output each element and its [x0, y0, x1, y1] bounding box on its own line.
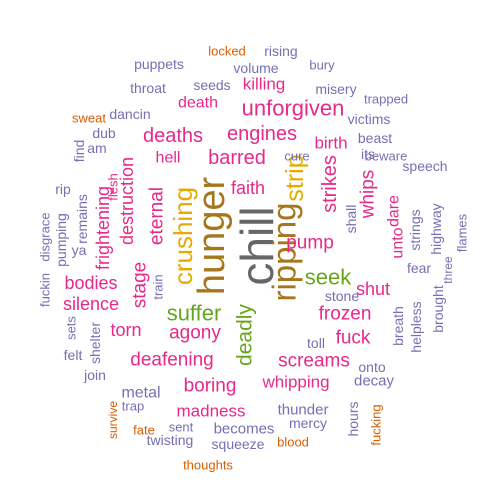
- word-whips: whips: [358, 170, 379, 220]
- word-destruction: destruction: [117, 157, 137, 245]
- word-frightening: frightening: [93, 186, 113, 270]
- word-bury: bury: [309, 58, 335, 73]
- word-suffer: suffer: [167, 301, 222, 326]
- word-misery: misery: [315, 81, 356, 97]
- word-flames: flames: [455, 213, 470, 252]
- word-beast: beast: [358, 130, 392, 146]
- word-killing: killing: [243, 75, 286, 94]
- word-victims: victims: [348, 111, 391, 127]
- word-sweat: sweat: [72, 111, 106, 126]
- word-birth: birth: [314, 134, 347, 153]
- word-metal: metal: [121, 385, 160, 402]
- word-seek: seek: [305, 265, 352, 290]
- word-train: train: [151, 274, 166, 299]
- word-highway: highway: [428, 203, 444, 254]
- word-barred: barred: [208, 147, 266, 169]
- word-thoughts: thoughts: [183, 458, 233, 473]
- word-blood: blood: [277, 435, 309, 450]
- word-dare: dare: [386, 195, 403, 227]
- word-shelter: shelter: [87, 322, 103, 364]
- word-puppets: puppets: [134, 56, 184, 72]
- word-twisting: twisting: [147, 432, 194, 448]
- word-find: find: [71, 140, 87, 163]
- word-unto: unto: [390, 227, 407, 258]
- word-frozen: frozen: [319, 304, 372, 325]
- word-hours: hours: [345, 401, 361, 436]
- word-strings: strings: [407, 209, 423, 250]
- word-stone: stone: [325, 288, 359, 304]
- word-flesh: flesh: [106, 173, 121, 200]
- word-engines: engines: [227, 123, 297, 145]
- word-ripping: ripping: [266, 202, 303, 301]
- word-fuck: fuck: [336, 328, 371, 349]
- word-crushing: crushing: [168, 187, 198, 285]
- word-mercy: mercy: [289, 415, 327, 431]
- word-chill: chill: [231, 206, 283, 285]
- word-hell: hell: [156, 150, 181, 167]
- word-squeeze: squeeze: [212, 436, 265, 452]
- word-becomes: becomes: [214, 421, 275, 438]
- word-join: join: [83, 367, 106, 383]
- word-sets: sets: [64, 316, 79, 340]
- word-fuckin: fuckin: [38, 273, 53, 307]
- word-felt: felt: [64, 347, 83, 363]
- word-strikes: strikes: [319, 155, 341, 213]
- word-disgrace: disgrace: [38, 212, 53, 261]
- word-remains: remains: [74, 194, 90, 244]
- word-deafening: deafening: [130, 350, 213, 371]
- word-trap: trap: [122, 399, 144, 414]
- word-silence: silence: [63, 294, 119, 314]
- word-pumping: pumping: [53, 213, 69, 267]
- word-am: am: [87, 140, 106, 156]
- word-brought: brought: [430, 285, 446, 333]
- word-bodies: bodies: [64, 273, 117, 293]
- word-fear: fear: [407, 260, 431, 276]
- word-madness: madness: [177, 402, 246, 421]
- word-seeds: seeds: [193, 77, 230, 93]
- word-torn: torn: [110, 320, 141, 340]
- word-rising: rising: [264, 43, 297, 59]
- word-speech: speech: [402, 158, 447, 174]
- word-death: death: [178, 95, 218, 112]
- word-dancin: dancin: [109, 106, 150, 122]
- word-three: three: [441, 256, 455, 284]
- word-sent: sent: [169, 420, 194, 435]
- word-breath: breath: [390, 306, 406, 346]
- word-thunder: thunder: [278, 402, 329, 419]
- word-survive: survive: [106, 401, 120, 439]
- word-beware: beware: [365, 149, 408, 164]
- word-throat: throat: [130, 80, 166, 96]
- word-toll: toll: [307, 335, 325, 351]
- word-whipping: whipping: [261, 373, 329, 392]
- word-ya: ya: [72, 242, 87, 258]
- word-screams: screams: [278, 351, 350, 372]
- word-onto: onto: [358, 359, 385, 375]
- word-fate: fate: [133, 423, 155, 438]
- word-shall: shall: [343, 205, 359, 234]
- word-fucking: fucking: [369, 404, 384, 445]
- word-boring: boring: [184, 376, 237, 397]
- word-stage: stage: [130, 262, 151, 308]
- word-locked: locked: [208, 44, 246, 59]
- word-deadly: deadly: [234, 304, 257, 366]
- word-hunger: hunger: [191, 176, 233, 295]
- word-volume: volume: [233, 60, 278, 76]
- word-its: its: [361, 146, 375, 162]
- word-decay: decay: [354, 373, 395, 390]
- word-eternal: eternal: [147, 187, 168, 245]
- word-deaths: deaths: [143, 125, 203, 147]
- word-dub: dub: [92, 125, 116, 141]
- word-trapped: trapped: [364, 92, 408, 107]
- word-unforgiven: unforgiven: [242, 96, 345, 121]
- word-cure: cure: [284, 149, 309, 164]
- word-agony: agony: [169, 323, 221, 344]
- word-strip: strip: [281, 154, 309, 201]
- word-shut: shut: [356, 279, 390, 299]
- word-rip: rip: [55, 181, 71, 197]
- word-helpless: helpless: [408, 301, 424, 352]
- word-pump: pump: [286, 233, 334, 254]
- word-faith: faith: [231, 178, 265, 198]
